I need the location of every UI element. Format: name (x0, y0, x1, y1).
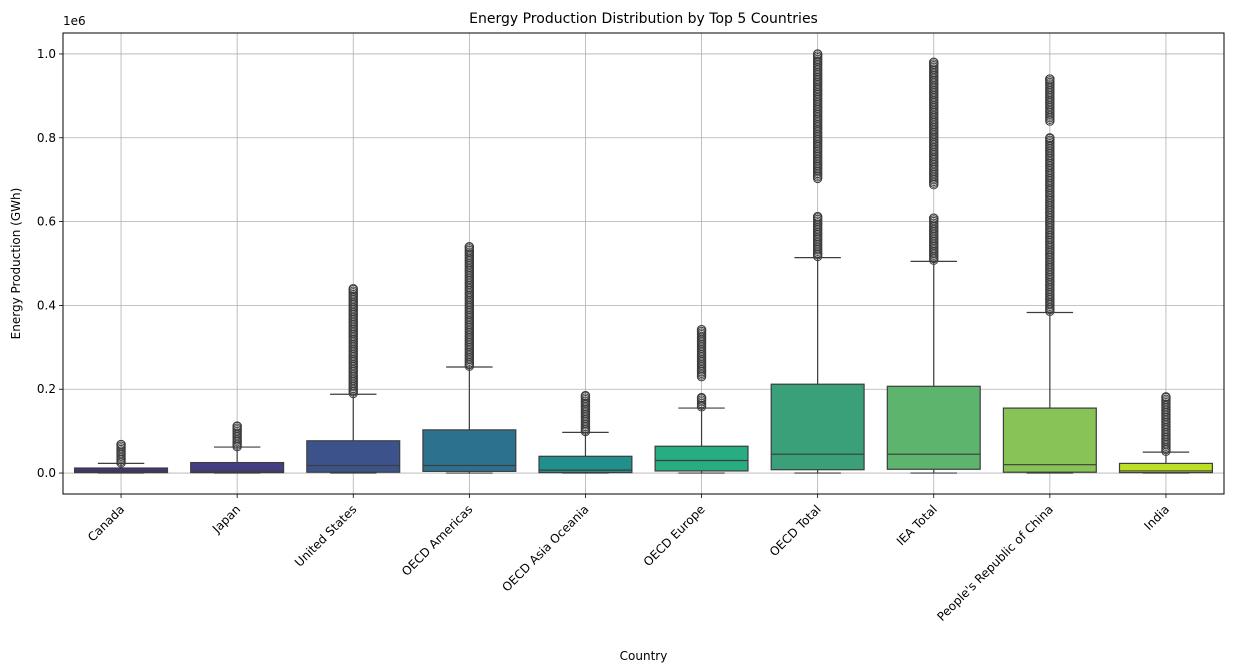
x-tick-label: Japan (209, 502, 243, 536)
box-iqr (1002, 407, 1097, 473)
x-axis-label: Country (620, 649, 668, 663)
outlier-point (696, 325, 707, 335)
x-tick-label: People's Republic of China (934, 502, 1056, 624)
x-tick-label: OECD Asia Oceania (499, 502, 591, 594)
outlier-point (348, 283, 358, 294)
box-group (1002, 74, 1097, 474)
box-iqr (1118, 462, 1213, 474)
box-iqr (770, 383, 865, 471)
outlier-point (116, 439, 126, 450)
box-group (538, 390, 633, 474)
x-tick-label: OECD Europe (641, 502, 708, 569)
box-iqr (306, 440, 401, 473)
y-axis-label: Energy Production (GWh) (9, 188, 23, 340)
y-tick-label: 0.6 (37, 215, 56, 229)
x-tick-label: India (1141, 502, 1172, 533)
y-tick-label: 0.0 (37, 466, 56, 480)
box-group (422, 242, 517, 474)
box-iqr (538, 455, 633, 474)
x-tick-label: United States (292, 502, 359, 569)
box-group (190, 421, 285, 474)
y-axis-offset-label: 1e6 (63, 14, 86, 28)
outlier-point (696, 392, 707, 403)
y-tick-label: 0.4 (37, 298, 56, 312)
outlier-point (1045, 74, 1055, 84)
x-tick-label: OECD Americas (399, 502, 476, 579)
x-tick-label: Canada (85, 502, 127, 544)
box-group (306, 283, 401, 474)
boxes-layer (74, 49, 1213, 474)
box-group (1118, 392, 1213, 474)
box-iqr (886, 385, 981, 470)
box-group (886, 57, 981, 474)
box-iqr (190, 461, 285, 474)
chart-title: Energy Production Distribution by Top 5 … (469, 11, 818, 27)
box-group (770, 49, 865, 474)
x-tick-label: IEA Total (894, 502, 940, 548)
box-iqr (74, 467, 169, 474)
plot-border (62, 32, 1225, 495)
box-iqr (654, 445, 749, 472)
outlier-point (464, 242, 475, 252)
outlier-point (232, 421, 242, 431)
box-group (654, 325, 749, 474)
y-tick-label: 0.8 (37, 131, 56, 145)
outlier-point (1161, 392, 1171, 402)
outlier-point (1045, 133, 1055, 143)
outlier-point (812, 49, 823, 59)
outlier-point (929, 213, 939, 223)
y-tick-label: 1.0 (37, 47, 56, 61)
box-iqr (422, 429, 517, 472)
box-group (74, 439, 169, 474)
outlier-point (812, 211, 823, 222)
outlier-point (929, 57, 939, 68)
outlier-point (580, 390, 591, 401)
y-tick-label: 0.2 (37, 382, 56, 396)
x-tick-label: OECD Total (767, 502, 824, 559)
